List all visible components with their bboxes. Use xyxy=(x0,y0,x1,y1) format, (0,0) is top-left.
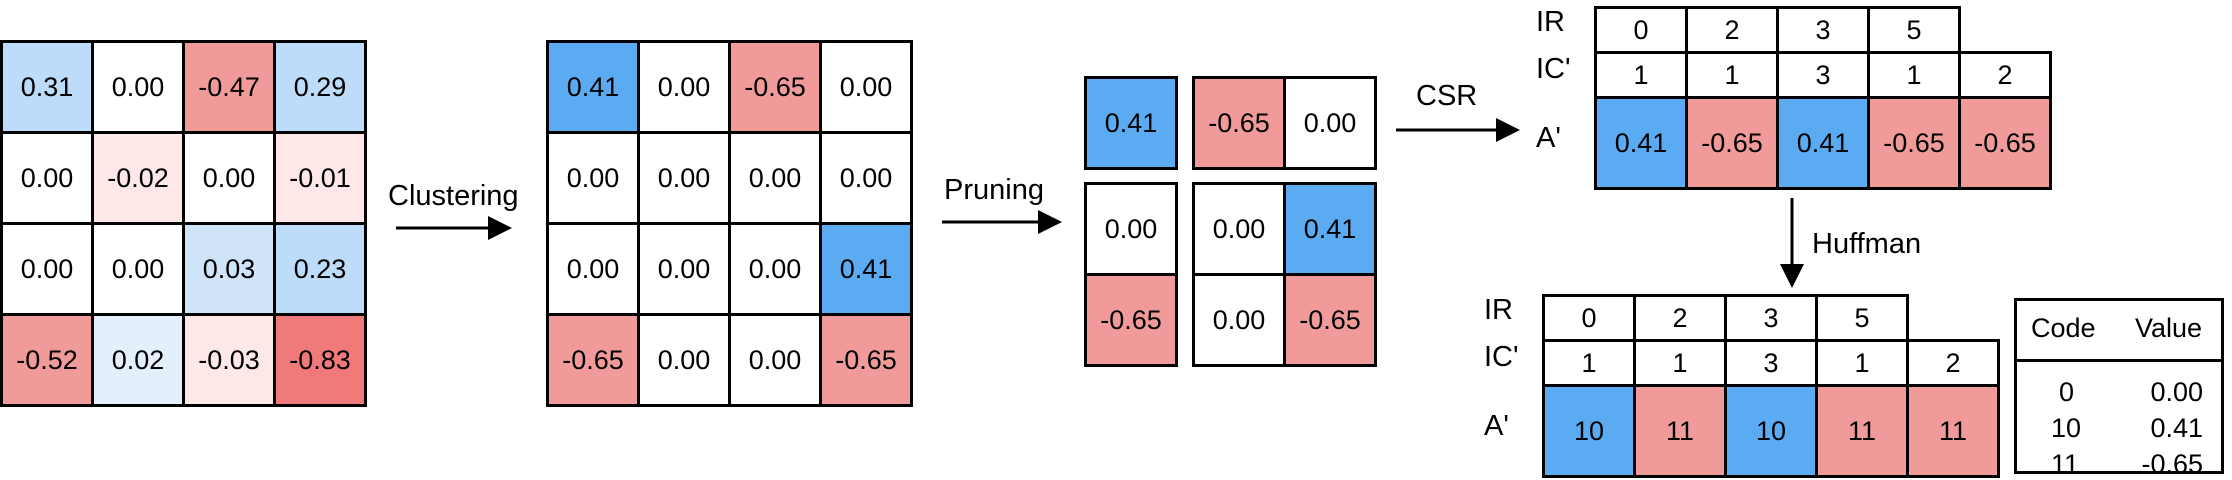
matrix-cell: -0.65 xyxy=(728,40,822,134)
ic-label: IC' xyxy=(1484,341,1519,373)
csr-label: CSR xyxy=(1416,80,1478,112)
csr-arrow xyxy=(1396,118,1520,142)
ir-cell: 3 xyxy=(1724,294,1818,342)
a-label: A' xyxy=(1484,410,1509,442)
pruning-label: Pruning xyxy=(944,174,1044,206)
a-cell: 0.41 xyxy=(1594,96,1688,190)
matrix-cell: -0.02 xyxy=(91,131,185,225)
a-cell: -0.65 xyxy=(1867,96,1961,190)
matrix-cell: 0.00 xyxy=(637,131,731,225)
clustering-arrow xyxy=(396,216,512,240)
a-cell: 0.41 xyxy=(1776,96,1870,190)
pruned-cell: -0.65 xyxy=(1192,76,1286,170)
code-table-code: 11 xyxy=(2051,449,2080,479)
pruned-cell: 0.00 xyxy=(1192,273,1286,367)
code-table-divider xyxy=(2017,359,2221,362)
matrix-cell: 0.00 xyxy=(637,40,731,134)
huffman-arrow xyxy=(1780,198,1804,288)
matrix-cell: 0.41 xyxy=(819,222,913,316)
pruned-cell: -0.65 xyxy=(1084,273,1178,367)
ir-label: IR xyxy=(1484,294,1513,326)
ic-cell: 1 xyxy=(1685,51,1779,99)
pruned-cell: -0.65 xyxy=(1283,273,1377,367)
matrix-cell: 0.00 xyxy=(0,131,94,225)
a-cell: 10 xyxy=(1542,384,1636,478)
ic-cell: 1 xyxy=(1815,339,1909,387)
matrix-cell: -0.65 xyxy=(819,313,913,407)
ic-cell: 3 xyxy=(1776,51,1870,99)
huffman-label: Huffman xyxy=(1812,228,1922,260)
code-table-value: -0.65 xyxy=(2141,449,2203,479)
a-cell: 11 xyxy=(1815,384,1909,478)
ic-cell: 1 xyxy=(1633,339,1727,387)
code-table-value: 0.00 xyxy=(2150,377,2203,407)
code-table-code: 10 xyxy=(2051,413,2082,443)
a-cell: -0.65 xyxy=(1958,96,2052,190)
code-table-code: 0 xyxy=(2059,377,2075,407)
a-label: A' xyxy=(1536,122,1561,154)
matrix-cell: 0.00 xyxy=(728,222,822,316)
matrix-cell: 0.41 xyxy=(546,40,640,134)
matrix-cell: 0.00 xyxy=(819,131,913,225)
matrix-cell: 0.02 xyxy=(91,313,185,407)
matrix-cell: -0.52 xyxy=(0,313,94,407)
matrix-cell: 0.00 xyxy=(637,313,731,407)
matrix-cell: 0.00 xyxy=(546,131,640,225)
matrix-cell: -0.83 xyxy=(273,313,367,407)
a-cell: 10 xyxy=(1724,384,1818,478)
matrix-cell: 0.29 xyxy=(273,40,367,134)
code-table-value: 0.41 xyxy=(2150,413,2203,443)
matrix-cell: 0.00 xyxy=(0,222,94,316)
pruned-cell: 0.41 xyxy=(1084,76,1178,170)
ic-cell: 3 xyxy=(1724,339,1818,387)
matrix-cell: 0.00 xyxy=(546,222,640,316)
pruned-cell: 0.00 xyxy=(1192,182,1286,276)
ir-cell: 5 xyxy=(1815,294,1909,342)
huffman-code-table: Code Value 0 0.00 10 0.41 11 -0.65 xyxy=(2014,298,2224,479)
ic-cell: 1 xyxy=(1542,339,1636,387)
pruned-cell: 0.00 xyxy=(1283,76,1377,170)
code-header: Code xyxy=(2031,313,2096,343)
pruning-arrow xyxy=(942,210,1062,234)
matrix-cell: -0.65 xyxy=(546,313,640,407)
value-header: Value xyxy=(2135,313,2203,343)
matrix-cell: 0.31 xyxy=(0,40,94,134)
matrix-cell: 0.23 xyxy=(273,222,367,316)
ic-label: IC' xyxy=(1536,53,1571,85)
a-cell: 11 xyxy=(1906,384,2000,478)
ir-label: IR xyxy=(1536,6,1565,38)
a-cell: 11 xyxy=(1633,384,1727,478)
matrix-cell: 0.00 xyxy=(91,222,185,316)
matrix-cell: 0.00 xyxy=(637,222,731,316)
matrix-cell: -0.01 xyxy=(273,131,367,225)
clustering-label: Clustering xyxy=(388,180,519,212)
matrix-cell: -0.03 xyxy=(182,313,276,407)
